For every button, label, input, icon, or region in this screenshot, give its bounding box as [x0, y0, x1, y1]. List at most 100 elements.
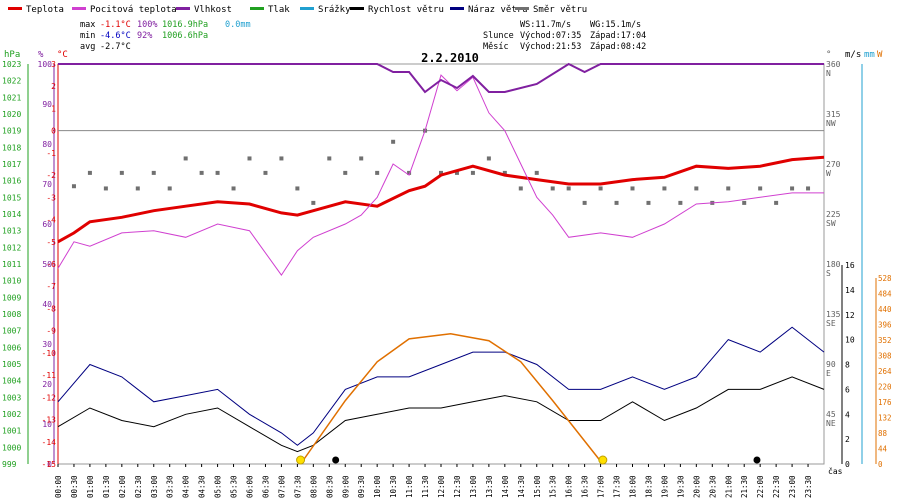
x-tick-label: 05:00 [214, 475, 223, 498]
wind-direction-point [231, 186, 236, 191]
x-tick-label: 15:00 [533, 475, 542, 498]
stat-min-h: 92% [137, 31, 152, 41]
x-tick-label: 22:00 [756, 475, 765, 498]
tick-temp: -8 [46, 304, 56, 313]
tick-temp: -4 [46, 216, 56, 225]
x-tick-label: 20:00 [692, 475, 701, 498]
tick-direction: 180 [826, 260, 841, 269]
wind-direction-point [454, 170, 459, 175]
tick-pressure: 1006 [2, 343, 21, 352]
tick-direction: 225 [826, 210, 841, 219]
tick-pressure: 1021 [2, 93, 21, 102]
wind-direction-point [678, 200, 683, 205]
tick-temp: -7 [46, 282, 56, 291]
x-tick-label: 18:00 [629, 475, 638, 498]
x-tick-label: 04:00 [182, 475, 191, 498]
x-tick-label: 11:30 [421, 475, 430, 498]
tick-temp: -6 [46, 260, 56, 269]
x-tick-label: 01:00 [86, 475, 95, 498]
tick-wind: 0 [845, 460, 850, 469]
tick-humidity: 100 [38, 60, 53, 69]
legend-label: Tlak [268, 5, 290, 15]
tick-wind: 12 [845, 311, 855, 320]
x-tick-label: 14:30 [517, 475, 526, 498]
wind-direction-point [646, 200, 651, 205]
x-tick-label: 19:30 [676, 475, 685, 498]
wind-direction-point [502, 170, 507, 175]
x-tick-label: 17:30 [613, 475, 622, 498]
x-tick-label: 05:30 [230, 475, 239, 498]
tick-pressure: 1020 [2, 110, 21, 119]
tick-pressure: 1015 [2, 193, 21, 202]
tick-temp: 3 [51, 60, 56, 69]
tick-wind: 16 [845, 261, 855, 270]
tick-temp: 0 [51, 127, 56, 136]
unit-hpa: hPa [4, 50, 20, 60]
wind-direction-point [662, 186, 667, 191]
x-tick-label: 20:30 [708, 475, 717, 498]
tick-solar: 132 [878, 414, 892, 423]
astro-sun-label: Slunce [483, 31, 514, 41]
wind-direction-point [343, 170, 348, 175]
stat-min-label: min [80, 31, 95, 41]
tick-temp: 2 [51, 82, 56, 91]
wind-direction-point [758, 186, 763, 191]
stat-max-t: -1.1°C [100, 20, 131, 30]
wind-direction-point [582, 200, 587, 205]
tick-pressure: 1002 [2, 410, 21, 419]
wind-direction-point [279, 156, 284, 161]
tick-humidity: 10 [42, 420, 52, 429]
series-line-rychlost-větru [57, 376, 825, 453]
astro-moon-label: Měsíc [483, 42, 509, 52]
tick-direction-label: N [826, 69, 831, 78]
sun-marker-sunrise [296, 455, 306, 465]
legend-label: Rychlost větru [368, 5, 444, 15]
tick-wind: 4 [845, 410, 850, 419]
astro-ws: WS:11.7m/s [520, 20, 571, 30]
legend-swatch [450, 7, 464, 10]
tick-pressure: 1005 [2, 360, 21, 369]
stat-max-label: max [80, 20, 95, 30]
wind-direction-point [215, 170, 220, 175]
wind-direction-point [694, 186, 699, 191]
tick-wind: 14 [845, 286, 855, 295]
x-tick-label: 06:30 [261, 475, 270, 498]
tick-direction: 315 [826, 110, 841, 119]
tick-direction-label: SE [826, 319, 836, 328]
stat-max-h: 100% [137, 20, 157, 30]
wind-direction-point [263, 170, 268, 175]
tick-solar: 308 [878, 352, 892, 361]
x-tick-label: 09:00 [341, 475, 350, 498]
tick-direction-label: NW [826, 119, 836, 128]
x-tick-label: 21:00 [724, 475, 733, 498]
tick-temp: -10 [42, 349, 57, 358]
unit-degc: °C [57, 50, 68, 60]
series-line-pocitová-teplota [57, 74, 824, 276]
tick-humidity: 20 [42, 380, 52, 389]
x-tick-label: 04:30 [198, 475, 207, 498]
unit-w: W [877, 50, 883, 60]
tick-solar: 0 [878, 460, 883, 469]
tick-pressure: 1003 [2, 393, 21, 402]
legend-swatch [515, 7, 529, 10]
x-tick-label: 00:30 [70, 475, 79, 498]
x-tick-label: 13:00 [469, 475, 478, 498]
tick-temp: 1 [51, 104, 56, 113]
tick-direction-label: E [826, 369, 831, 378]
unit-deg: ° [826, 50, 831, 60]
wind-direction-point [119, 170, 124, 175]
tick-pressure: 1016 [2, 177, 21, 186]
wind-direction-point [806, 186, 811, 191]
wind-direction-point [550, 186, 555, 191]
wind-direction-point [295, 186, 300, 191]
tick-temp: -12 [42, 393, 57, 402]
tick-pressure: 1022 [2, 77, 21, 86]
plot-area [57, 63, 825, 465]
wind-direction-point [614, 200, 619, 205]
tick-humidity: 70 [42, 180, 52, 189]
tick-humidity: 40 [42, 300, 52, 309]
tick-wind: 2 [845, 435, 850, 444]
wind-direction-point [742, 200, 747, 205]
time-label: čas [828, 466, 843, 476]
